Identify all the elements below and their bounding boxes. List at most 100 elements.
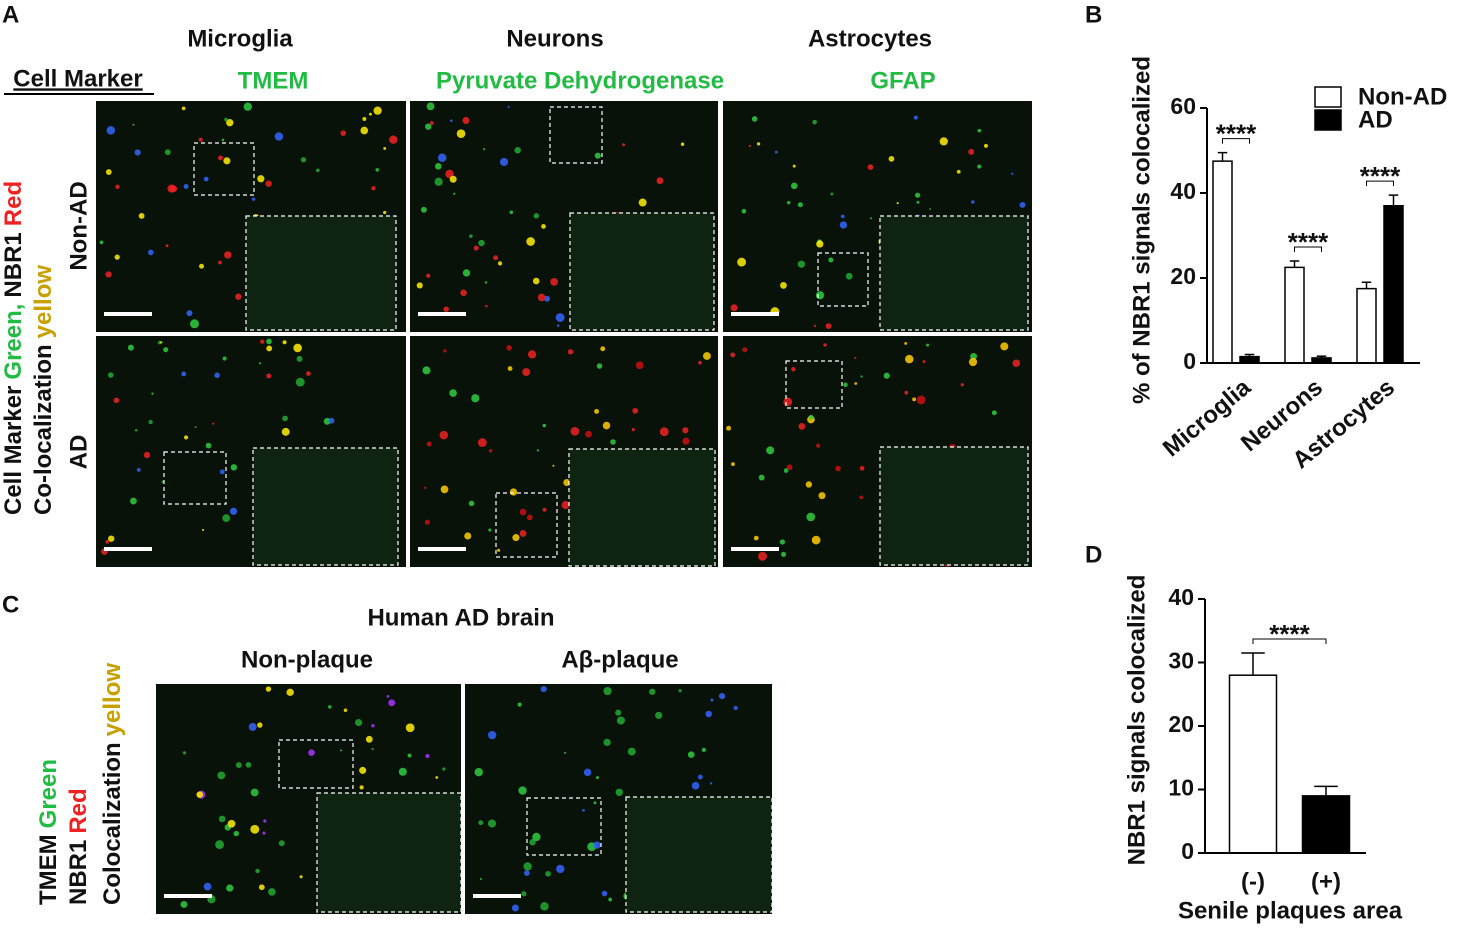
cell-signal xyxy=(904,341,908,345)
cell-signal xyxy=(222,356,227,361)
marker-title: GFAP xyxy=(870,67,935,94)
cell-signal xyxy=(635,361,644,370)
inset-box xyxy=(316,792,462,913)
cell-signal xyxy=(250,824,260,834)
cell-signal xyxy=(138,212,145,219)
side-label: Colocalization yellow xyxy=(99,663,126,905)
cell-signal xyxy=(926,343,930,347)
column-title: Microglia xyxy=(187,25,293,52)
cell-signal xyxy=(257,722,263,728)
cell-signal xyxy=(165,244,169,248)
inset-box xyxy=(278,739,354,789)
cell-signal xyxy=(429,121,434,125)
cell-signal xyxy=(742,347,748,353)
cell-signal xyxy=(786,200,791,205)
cell-signal xyxy=(758,551,767,561)
cell-signal xyxy=(265,686,272,692)
cell-signal xyxy=(183,184,189,190)
cell-signal xyxy=(425,753,430,759)
cell-signal xyxy=(615,788,623,797)
cell-signal xyxy=(567,349,574,355)
cell-signal xyxy=(835,465,841,472)
cell-signal xyxy=(603,738,611,746)
inset-box xyxy=(568,448,716,567)
y-tick-label: 20 xyxy=(1170,263,1196,289)
label-part: Cell Marker xyxy=(0,386,27,515)
inset-box xyxy=(163,451,227,505)
cell-signal xyxy=(813,324,817,327)
cell-signal xyxy=(493,255,499,261)
cell-signal xyxy=(328,417,335,424)
cell-signal xyxy=(227,819,236,828)
cell-signal xyxy=(196,791,204,798)
cell-signal xyxy=(386,694,390,698)
y-tick-label: 60 xyxy=(1170,93,1196,119)
label-part: Red xyxy=(65,788,92,833)
cell-signal xyxy=(293,343,302,353)
cell-signal xyxy=(843,382,848,388)
cell-signal xyxy=(561,501,570,510)
cell-signal xyxy=(593,801,597,805)
cell-signal xyxy=(854,356,857,359)
cell-signal xyxy=(375,168,379,172)
cell-signal xyxy=(443,306,449,312)
cell-signal xyxy=(697,774,703,780)
cell-signal xyxy=(233,830,239,837)
cell-signal xyxy=(186,310,193,317)
cell-signal xyxy=(299,875,303,879)
label-part: NBR1 xyxy=(0,232,27,297)
cell-signal xyxy=(756,142,761,146)
cell-signal xyxy=(780,282,787,289)
cell-signal xyxy=(823,343,827,347)
cell-signal xyxy=(542,423,547,428)
cell-signal xyxy=(556,324,560,327)
cell-signal xyxy=(203,882,212,891)
cell-signal xyxy=(779,539,786,545)
cell-signal xyxy=(151,392,154,395)
side-label: Co-localization yellow xyxy=(30,265,57,515)
cell-signal xyxy=(593,841,601,849)
cell-signal xyxy=(1011,172,1014,175)
cell-signal xyxy=(268,888,276,896)
cell-signal xyxy=(790,182,798,190)
cell-signal xyxy=(468,500,475,507)
y-axis-label: % of NBR1 signals colocalized xyxy=(1128,56,1155,404)
column-title: Aβ-plaque xyxy=(561,646,678,673)
cell-signal xyxy=(570,426,580,436)
cell-signal xyxy=(601,890,608,897)
cell-signal xyxy=(405,723,415,733)
cell-signal xyxy=(731,462,735,467)
y-tick-label: 0 xyxy=(1181,838,1194,864)
cell-signal xyxy=(199,263,204,269)
cell-signal xyxy=(730,352,736,358)
cell-signal xyxy=(260,339,265,344)
cell-signal xyxy=(398,767,407,776)
cell-signal xyxy=(437,153,447,163)
legend-swatch xyxy=(1314,86,1342,108)
cell-signal xyxy=(797,202,803,208)
cell-signal xyxy=(783,468,789,473)
cell-signal xyxy=(360,126,369,135)
cell-signal xyxy=(383,146,387,150)
label-part: NBR1 xyxy=(65,840,92,905)
cell-signal xyxy=(536,449,540,452)
cell-signal xyxy=(616,716,625,725)
inset-box xyxy=(569,212,715,331)
cell-signal xyxy=(730,304,738,312)
cell-signal xyxy=(416,282,423,289)
cell-signal xyxy=(194,425,197,429)
cell-signal xyxy=(883,372,890,379)
cell-signal xyxy=(453,192,456,195)
cell-signal xyxy=(916,395,926,405)
cell-signal xyxy=(434,177,443,186)
inset-box xyxy=(549,106,603,164)
cell-signal xyxy=(615,709,622,716)
cell-signal xyxy=(1019,202,1026,208)
cell-signal xyxy=(99,240,104,245)
cell-signal xyxy=(365,735,373,743)
cell-signal xyxy=(134,149,141,156)
cell-signal xyxy=(462,116,470,125)
cell-signal xyxy=(517,702,522,707)
x-tick-label: (+) xyxy=(1311,868,1341,895)
